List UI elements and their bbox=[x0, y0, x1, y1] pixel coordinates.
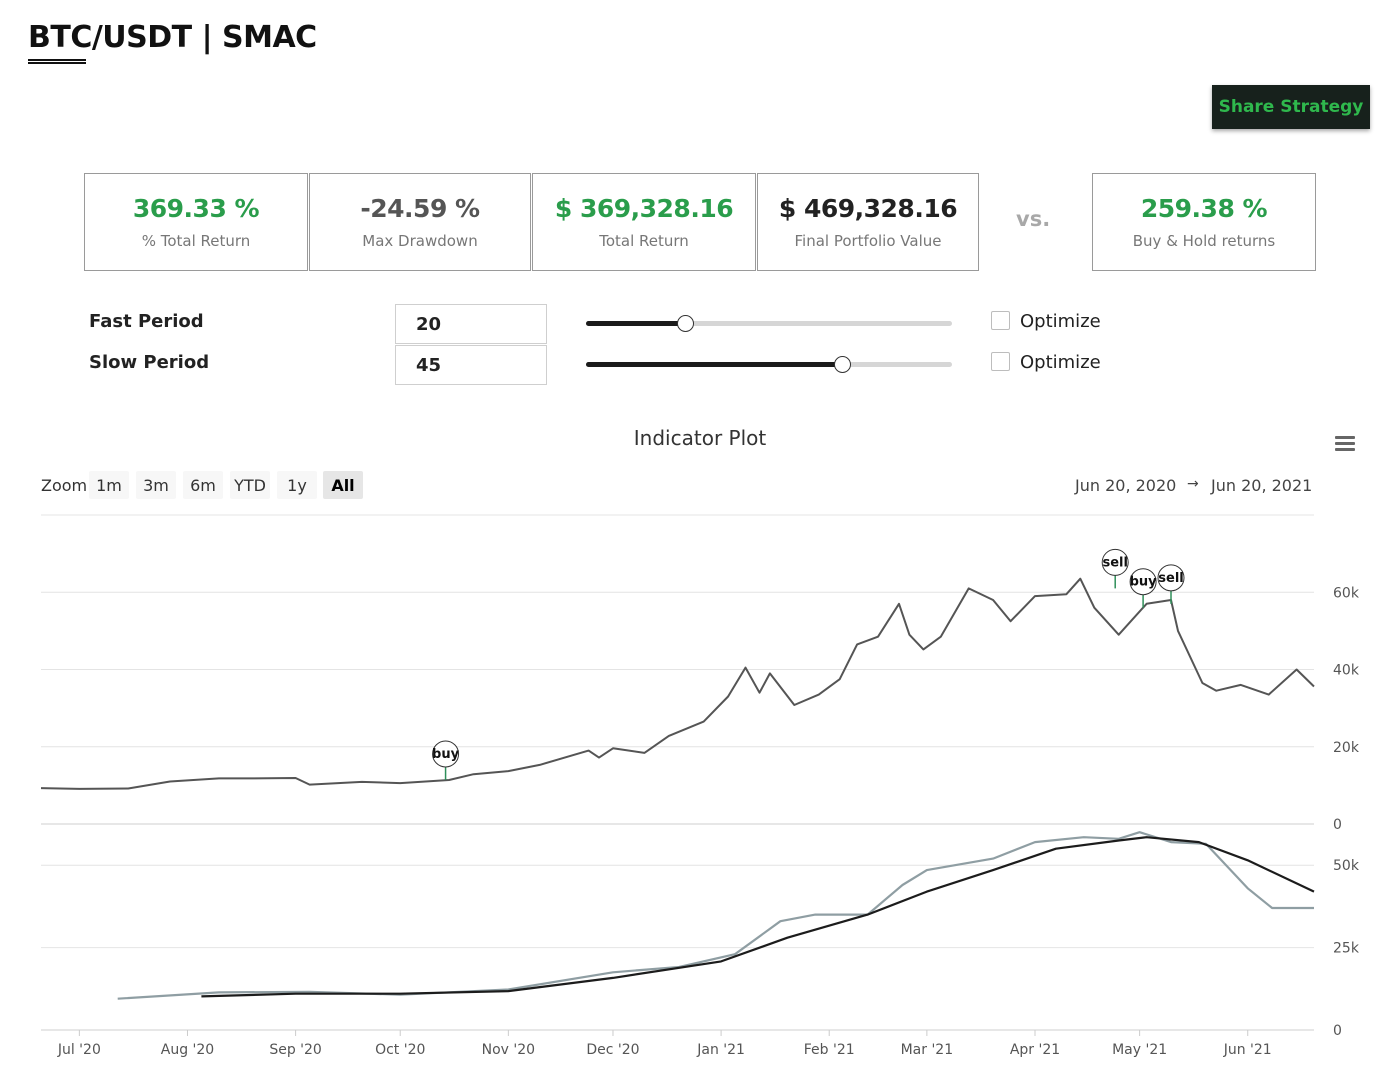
trade-marker-label: sell bbox=[1102, 555, 1127, 570]
zoom-label: Zoom bbox=[41, 476, 88, 495]
slow-period-label: Slow Period bbox=[89, 352, 210, 373]
x-tick-label: Dec '20 bbox=[586, 1042, 639, 1058]
series-line bbox=[40, 577, 1315, 790]
fast-period-slider[interactable] bbox=[586, 315, 952, 332]
range-to-date[interactable]: Jun 20, 2021 bbox=[1211, 476, 1313, 495]
range-from-date[interactable]: Jun 20, 2020 bbox=[1075, 476, 1177, 495]
x-tick-label: Nov '20 bbox=[482, 1042, 535, 1058]
page-title: BTC/USDT | SMAC bbox=[28, 20, 317, 55]
chart-title: Indicator Plot bbox=[633, 426, 767, 450]
fast-period-slider-thumb[interactable] bbox=[676, 315, 694, 332]
x-tick-label: Jan '21 bbox=[696, 1042, 745, 1058]
slow-period-optimize-checkbox[interactable] bbox=[991, 352, 1010, 371]
stat-value: $ 469,328.16 bbox=[778, 194, 958, 223]
slow-period-slider[interactable] bbox=[586, 356, 952, 373]
trade-marker bbox=[1157, 564, 1185, 592]
zoom-button-3m[interactable]: 3m bbox=[136, 471, 176, 499]
y-tick-label: 40k bbox=[1333, 663, 1360, 679]
stat-label: Buy & Hold returns bbox=[1132, 232, 1276, 250]
stat-label: % Total Return bbox=[141, 232, 251, 250]
slow-period-optimize-label[interactable]: Optimize bbox=[1020, 352, 1101, 373]
stat-value: 369.33 % bbox=[132, 194, 260, 223]
zoom-button-6m[interactable]: 6m bbox=[183, 471, 223, 499]
stat-label: Final Portfolio Value bbox=[794, 232, 942, 250]
zoom-button-ytd[interactable]: YTD bbox=[230, 471, 270, 499]
y-tick-label: 0 bbox=[1333, 817, 1342, 833]
x-tick-label: Apr '21 bbox=[1010, 1042, 1060, 1058]
fast-period-optimize-checkbox[interactable] bbox=[991, 311, 1010, 330]
x-tick-label: Aug '20 bbox=[161, 1042, 214, 1058]
vs-label: vs. bbox=[1016, 207, 1051, 231]
trade-marker-label: buy bbox=[1130, 575, 1158, 590]
zoom-button-1m[interactable]: 1m bbox=[89, 471, 129, 499]
stat-label: Max Drawdown bbox=[362, 232, 478, 250]
buy-hold-returns-card: 259.38 % Buy & Hold returns bbox=[1092, 173, 1316, 271]
total-return-card: $ 369,328.16 Total Return bbox=[532, 173, 756, 271]
trade-marker bbox=[1129, 568, 1157, 596]
y-tick-label: 50k bbox=[1333, 858, 1360, 874]
stat-value: $ 369,328.16 bbox=[554, 194, 734, 223]
final-portfolio-value-card: $ 469,328.16 Final Portfolio Value bbox=[757, 173, 979, 271]
stat-label: Total Return bbox=[599, 232, 689, 250]
slow-period-slider-fill bbox=[586, 362, 843, 367]
fast-period-label: Fast Period bbox=[89, 311, 204, 332]
zoom-button-all[interactable]: All bbox=[323, 471, 363, 499]
y-tick-label: 60k bbox=[1333, 585, 1360, 601]
slow-period-input[interactable] bbox=[395, 345, 547, 385]
x-tick-label: Jun '21 bbox=[1223, 1042, 1272, 1058]
hamburger-menu-icon[interactable] bbox=[1335, 436, 1355, 452]
stat-value: -24.59 % bbox=[360, 194, 480, 223]
x-tick-label: Feb '21 bbox=[804, 1042, 855, 1058]
slow-period-slider-thumb[interactable] bbox=[834, 356, 852, 373]
x-tick-label: Sep '20 bbox=[269, 1042, 322, 1058]
x-tick-label: Jul '20 bbox=[57, 1042, 101, 1058]
total-return-percent-card: 369.33 % % Total Return bbox=[84, 173, 308, 271]
title-underline bbox=[28, 59, 86, 64]
series-line bbox=[117, 831, 1314, 1000]
y-tick-label: 20k bbox=[1333, 740, 1360, 756]
trade-marker bbox=[432, 740, 460, 768]
x-tick-label: May '21 bbox=[1112, 1042, 1167, 1058]
fast-period-optimize-label[interactable]: Optimize bbox=[1020, 311, 1101, 332]
fast-period-slider-fill bbox=[586, 321, 685, 326]
series-line bbox=[201, 836, 1315, 998]
x-tick-label: Mar '21 bbox=[901, 1042, 954, 1058]
range-arrow: → bbox=[1187, 476, 1199, 492]
share-strategy-button[interactable]: Share Strategy bbox=[1212, 85, 1370, 129]
y-tick-label: 0 bbox=[1333, 1023, 1342, 1039]
stat-value: 259.38 % bbox=[1140, 194, 1268, 223]
y-tick-label: 25k bbox=[1333, 941, 1360, 957]
zoom-button-1y[interactable]: 1y bbox=[277, 471, 317, 499]
fast-period-input[interactable] bbox=[395, 304, 547, 344]
trade-marker-label: buy bbox=[432, 747, 460, 762]
trade-marker bbox=[1101, 548, 1129, 576]
trade-marker-label: sell bbox=[1158, 571, 1183, 586]
x-tick-label: Oct '20 bbox=[375, 1042, 425, 1058]
max-drawdown-card: -24.59 % Max Drawdown bbox=[309, 173, 531, 271]
